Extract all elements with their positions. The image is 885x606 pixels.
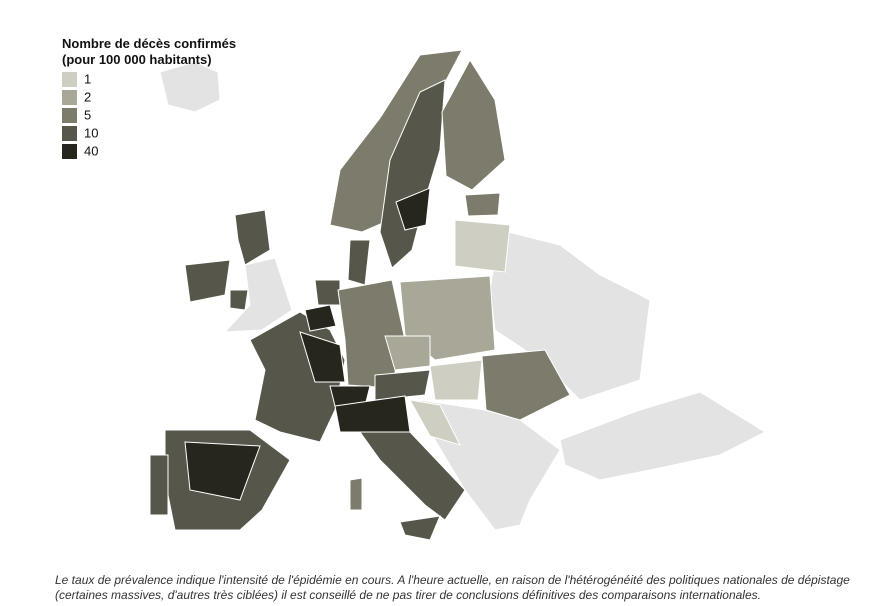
region xyxy=(184,441,261,501)
region xyxy=(299,331,346,383)
region xyxy=(399,515,441,541)
region xyxy=(223,257,293,333)
region xyxy=(441,59,506,191)
region xyxy=(374,369,431,401)
legend: 1 2 5 10 40 xyxy=(62,71,98,159)
region xyxy=(149,454,169,516)
region xyxy=(379,79,446,269)
region xyxy=(464,192,501,217)
legend-label: 40 xyxy=(84,143,98,158)
region xyxy=(229,289,249,311)
legend-label: 10 xyxy=(84,125,98,140)
map xyxy=(149,49,767,541)
region xyxy=(234,209,271,266)
footnote: (certaines massives, d'autres très ciblé… xyxy=(55,588,761,602)
legend-label: 2 xyxy=(84,89,91,104)
region xyxy=(314,279,341,306)
region xyxy=(559,391,767,481)
legend-swatch xyxy=(62,90,77,105)
region xyxy=(304,304,337,332)
legend-swatch xyxy=(62,108,77,123)
legend-swatch xyxy=(62,126,77,141)
legend-title: Nombre de décès confirmés xyxy=(62,36,236,51)
legend-title: (pour 100 000 habitants) xyxy=(62,52,212,67)
region xyxy=(347,239,371,286)
legend-swatch xyxy=(62,72,77,87)
region xyxy=(337,279,406,389)
region xyxy=(429,359,483,401)
region xyxy=(184,259,231,303)
legend-swatch xyxy=(62,144,77,159)
region xyxy=(159,61,221,113)
region xyxy=(349,477,363,511)
legend-label: 5 xyxy=(84,107,91,122)
region xyxy=(409,399,461,446)
region xyxy=(359,431,466,521)
legend-label: 1 xyxy=(84,71,91,86)
footnote: Le taux de prévalence indique l'intensit… xyxy=(55,573,850,587)
region xyxy=(395,187,431,231)
region xyxy=(481,349,571,421)
region xyxy=(454,219,511,273)
